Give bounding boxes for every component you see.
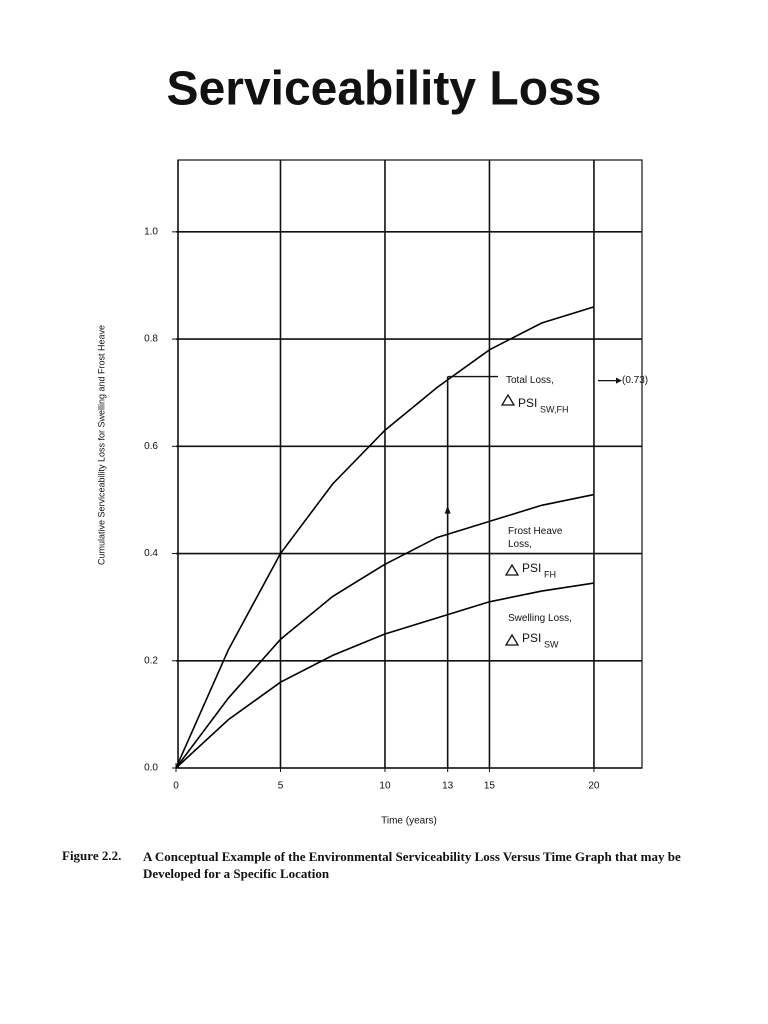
- caption-box: A Conceptual Example of the Environmenta…: [143, 849, 681, 881]
- delta-symbol: [504, 633, 520, 646]
- y-tick-label: 0.2: [144, 655, 158, 666]
- series-subscript: SW: [544, 639, 559, 649]
- series-symbol: PSI: [522, 631, 541, 645]
- x-tick-label: 0: [173, 781, 179, 792]
- x-tick-label: 10: [379, 781, 391, 792]
- slide-title: Serviceability Loss: [167, 63, 602, 116]
- x-tick-label: 5: [278, 781, 284, 792]
- series-name: Swelling Loss,: [508, 613, 572, 624]
- y-tick-label: 0.0: [144, 763, 158, 774]
- delta-symbol: [504, 563, 520, 576]
- y-tick-label: 0.6: [144, 441, 158, 452]
- caption-text: A Conceptual Example of the Environmenta…: [143, 849, 681, 881]
- series-labels: [500, 393, 520, 646]
- y-tick-label: 1.0: [144, 226, 158, 237]
- series-line: [175, 306, 595, 769]
- y-tick-label: 0.4: [144, 548, 158, 559]
- series-subscript: FH: [544, 569, 556, 579]
- y-tick-label: 0.8: [144, 334, 158, 345]
- series-name-box: Swelling Loss,: [508, 613, 572, 624]
- y-axis-label: Cumulative Serviceability Loss for Swell…: [96, 325, 106, 565]
- x-tick-label: 13: [442, 781, 454, 792]
- series-name: Frost Heave Loss,: [508, 526, 563, 550]
- series-line: [175, 493, 595, 769]
- delta-symbol: [500, 393, 516, 406]
- annotation-label: (0.73): [622, 375, 648, 386]
- annotation-arrowhead: [616, 377, 622, 384]
- x-tick-label: 15: [484, 781, 496, 792]
- series-symbol: PSI: [522, 561, 541, 575]
- annotation-arrowhead: [444, 505, 451, 514]
- x-axis-label: Time (years): [381, 816, 437, 827]
- x-tick-label: 20: [588, 781, 600, 792]
- series-name-box: Frost Heave Loss,: [508, 526, 563, 550]
- series-name: Total Loss,: [506, 375, 554, 386]
- series-symbol: PSI: [518, 396, 537, 410]
- series-subscript: SW,FH: [540, 404, 569, 414]
- series-line: [175, 582, 595, 769]
- series-name-box: Total Loss,: [506, 375, 554, 386]
- caption-number: Figure 2.2.: [62, 848, 121, 863]
